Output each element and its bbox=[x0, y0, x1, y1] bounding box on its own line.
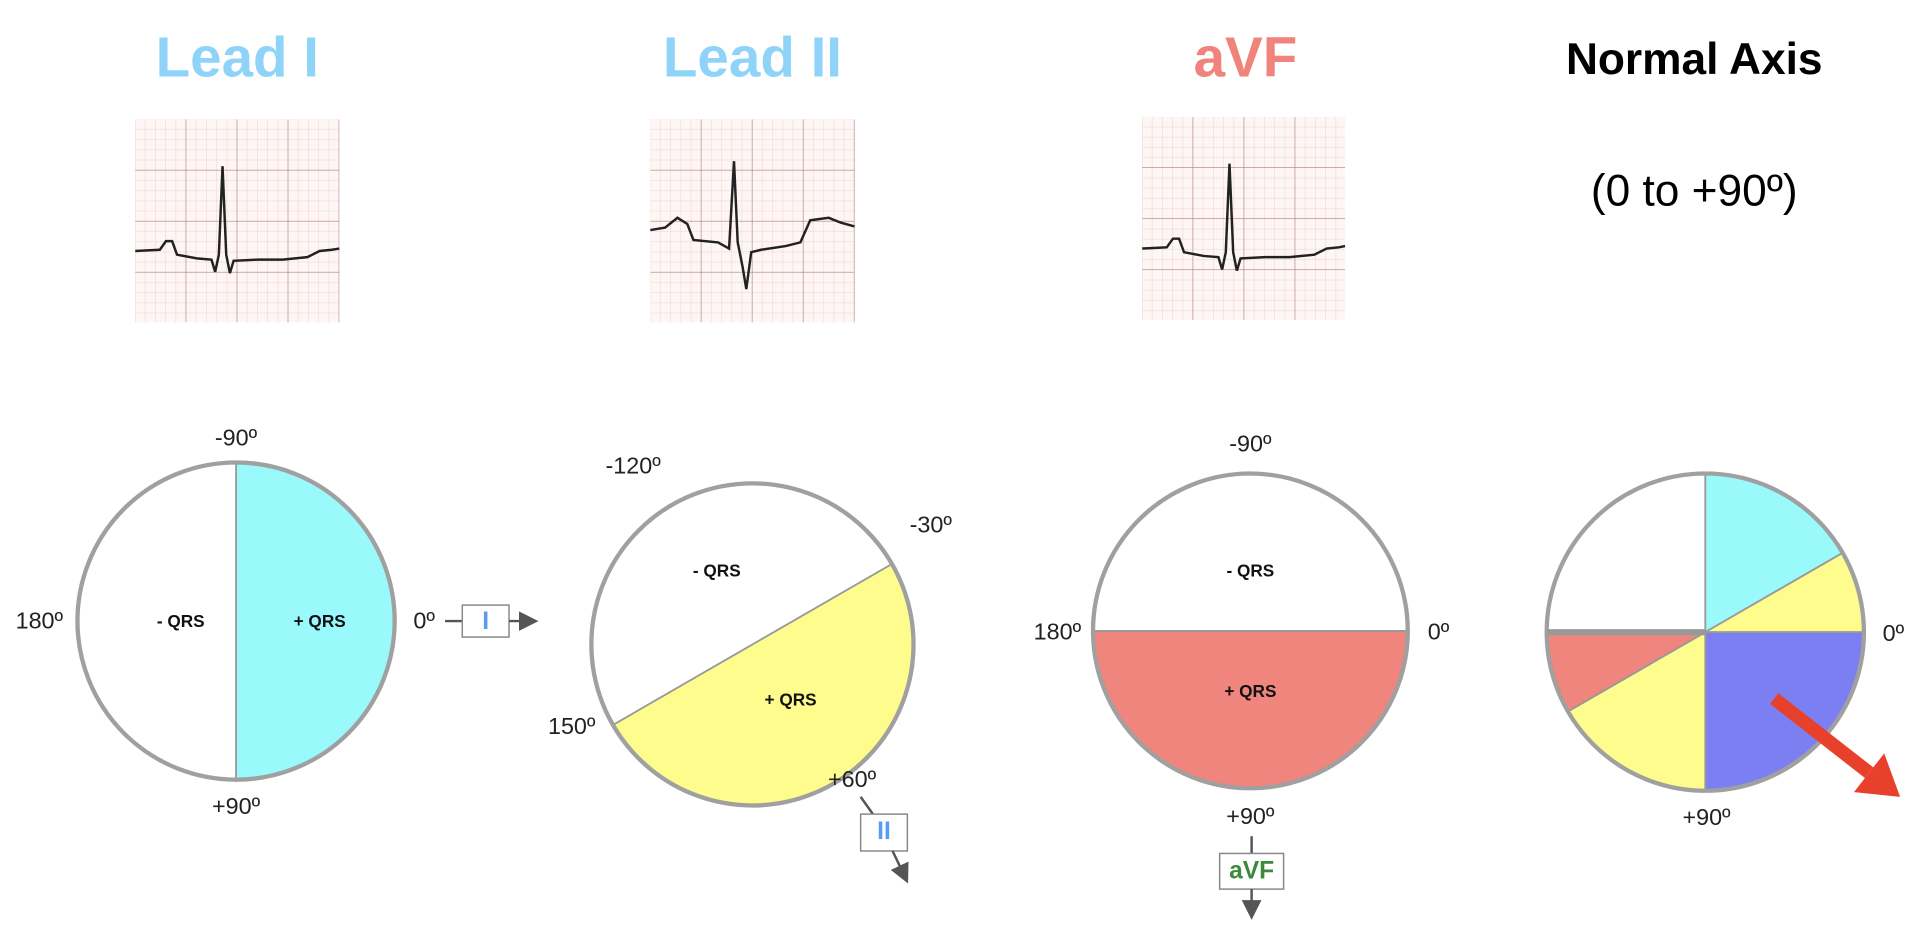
sector-salmon bbox=[1092, 629, 1409, 790]
lead-ii-box-label: II bbox=[877, 818, 891, 845]
circle-outline bbox=[75, 460, 397, 782]
label-0: 0º bbox=[1428, 619, 1450, 645]
normal-axis-range: (0 to +90º) bbox=[1591, 167, 1798, 216]
axis-arrow-shaft bbox=[1769, 693, 1874, 779]
positive-qrs-label: + QRS bbox=[1224, 681, 1276, 701]
avf-hexaxial-circle bbox=[1090, 471, 1410, 791]
label-0: 0º bbox=[413, 607, 435, 633]
label-180: 180º bbox=[16, 607, 64, 633]
axis-direction-arrow bbox=[1769, 693, 1901, 797]
lead-i-box-label: I bbox=[482, 608, 489, 635]
positive-qrs-label: + QRS bbox=[765, 690, 817, 710]
title-avf: aVF bbox=[1194, 25, 1298, 88]
label-plus-90: +90º bbox=[1226, 803, 1275, 829]
negative-qrs-label: - QRS bbox=[1226, 560, 1274, 580]
avf-box bbox=[1218, 852, 1285, 890]
normal-axis-circle bbox=[1544, 471, 1867, 793]
circle-outline bbox=[589, 481, 916, 808]
axis-arrow-head bbox=[1853, 753, 1901, 797]
title-lead-i: Lead I bbox=[156, 25, 319, 88]
circle-outline bbox=[1090, 471, 1410, 791]
ecg-strip-lead-ii bbox=[650, 119, 855, 323]
negative-qrs-label: - QRS bbox=[693, 560, 741, 580]
label-minus-120: -120º bbox=[606, 453, 662, 479]
label-plus-60: +60º bbox=[828, 766, 877, 792]
label-minus-30: -30º bbox=[910, 512, 953, 538]
positive-qrs-label: + QRS bbox=[294, 611, 346, 631]
negative-qrs-label: - QRS bbox=[157, 611, 205, 631]
label-180: 180º bbox=[1034, 619, 1082, 645]
lead-ii-box bbox=[859, 813, 909, 852]
lead-ii-hexaxial-circle bbox=[589, 481, 916, 808]
label-minus-90: -90º bbox=[1229, 430, 1272, 456]
label-plus-90: +90º bbox=[1682, 804, 1731, 830]
title-lead-ii: Lead II bbox=[663, 25, 842, 88]
label-150: 150º bbox=[548, 713, 596, 739]
label-plus-90: +90º bbox=[212, 793, 261, 819]
lead-i-hexaxial-circle bbox=[75, 460, 397, 782]
ecg-strip-avf bbox=[1142, 116, 1346, 320]
ecg-strip-lead-i bbox=[135, 119, 340, 323]
label-minus-90: -90º bbox=[215, 424, 258, 450]
lead-i-box bbox=[461, 604, 510, 638]
label-0: 0º bbox=[1883, 620, 1905, 646]
title-normal-axis: Normal Axis bbox=[1566, 35, 1823, 84]
avf-box-label: aVF bbox=[1229, 857, 1274, 884]
lead-ii-arrow bbox=[890, 850, 909, 884]
